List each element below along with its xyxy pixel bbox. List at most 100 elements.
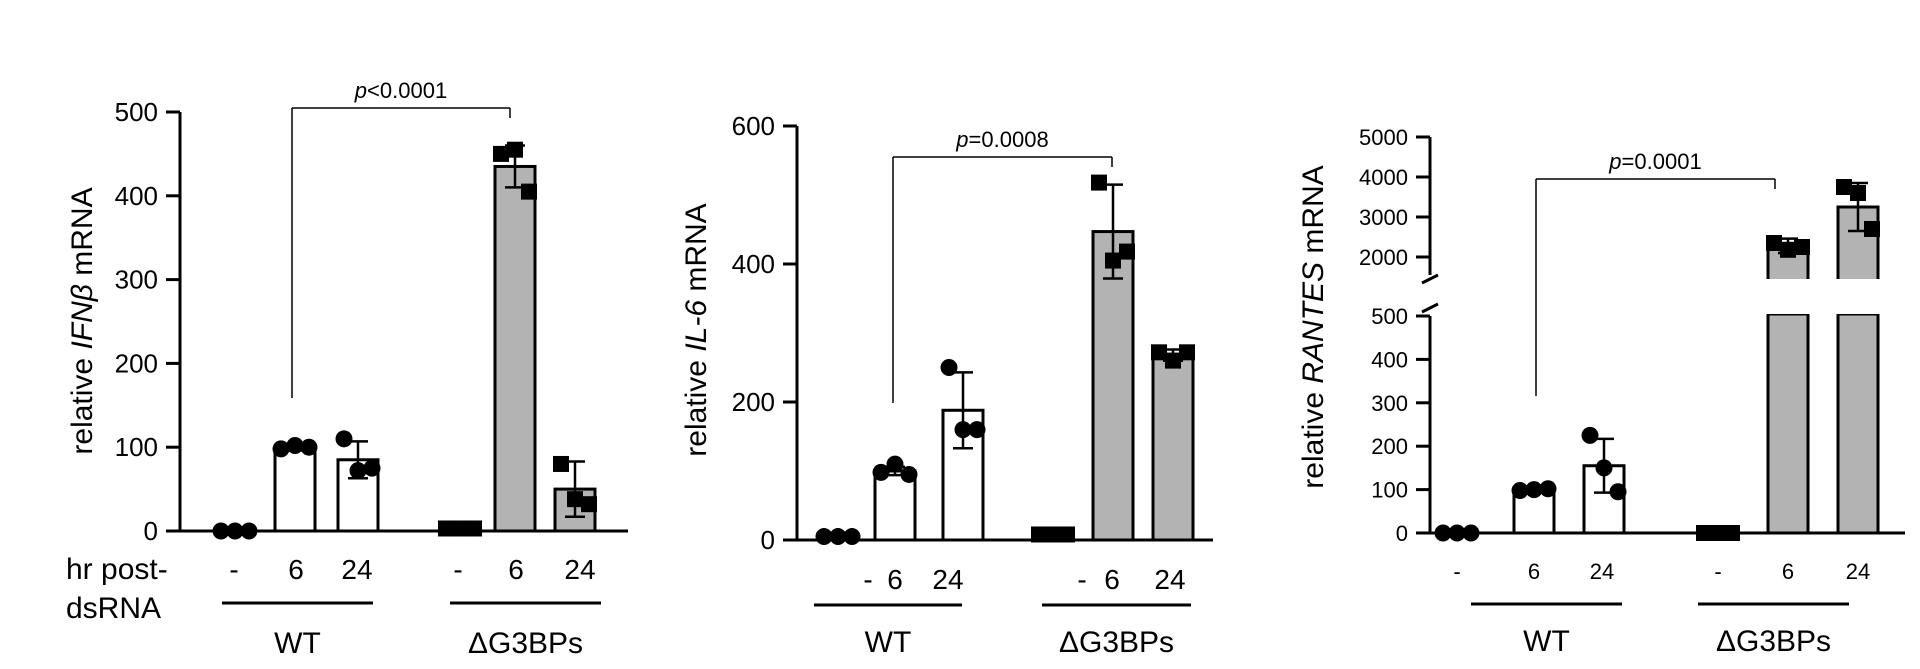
group-label: ΔG3BPs — [468, 627, 583, 660]
data-point — [1179, 344, 1195, 361]
x-category-label: - — [453, 554, 462, 585]
p-value-symbol: p — [1608, 149, 1621, 174]
y-tick-label: 400 — [115, 181, 158, 211]
y-tick-label: 5000 — [1359, 125, 1408, 150]
x-category-label: 6 — [1104, 564, 1120, 595]
data-point — [1766, 235, 1782, 251]
y-tick-label: 0 — [144, 516, 158, 546]
x-category-label: - — [1714, 559, 1721, 584]
data-point — [829, 528, 847, 546]
y-axis-label-suffix: mRNA — [1297, 165, 1330, 262]
x-category-label: 6 — [288, 554, 304, 585]
data-point — [493, 145, 509, 162]
data-point — [567, 491, 583, 508]
x-category-label: 6 — [1782, 559, 1794, 584]
data-point — [1696, 525, 1712, 541]
bar-break-gap — [1836, 279, 1880, 314]
y-tick-label: 500 — [1371, 304, 1408, 329]
data-point — [1448, 524, 1466, 542]
y-tick-label: 200 — [115, 348, 158, 378]
y-tick-label: 4000 — [1359, 165, 1408, 190]
x-category-label: 24 — [1154, 564, 1185, 595]
data-point — [452, 520, 468, 537]
bar-break-gap — [1766, 279, 1810, 314]
y-tick-label: 600 — [732, 111, 775, 141]
row-label-line-1: hr post- — [66, 553, 168, 586]
y-axis-label: relative IFNβ mRNA — [66, 187, 99, 454]
data-point — [843, 528, 861, 546]
y-tick-label: 400 — [1371, 347, 1408, 372]
data-point — [872, 463, 890, 481]
data-point — [466, 520, 482, 537]
data-point — [581, 496, 597, 513]
y-axis-label: relative IL-6 mRNA — [680, 203, 713, 456]
data-point — [968, 421, 986, 439]
group-label: ΔG3BPs — [1716, 625, 1831, 658]
y-axis-label: relative RANTES mRNA — [1297, 165, 1330, 488]
data-point — [954, 421, 972, 439]
data-point — [363, 459, 381, 477]
x-category-label: 6 — [508, 554, 524, 585]
data-point — [300, 438, 318, 456]
data-point — [1609, 483, 1627, 501]
data-point — [886, 455, 904, 473]
bar — [493, 164, 537, 533]
y-tick-label: 500 — [115, 97, 158, 127]
data-point — [226, 522, 244, 540]
chart-panel-1: 0 100 200 300 400 500 - 6 24 - 6 24 WT ΔG3BPs p<0.0001… — [66, 78, 628, 660]
p-value-symbol: p — [955, 127, 968, 152]
data-point — [553, 455, 569, 472]
data-point — [1780, 241, 1796, 258]
x-category-label: - — [863, 564, 872, 595]
data-point — [900, 465, 918, 483]
data-point — [1059, 526, 1075, 543]
y-tick-label: 100 — [115, 432, 158, 462]
p-value-number: =0.0008 — [969, 127, 1049, 152]
data-point — [1511, 481, 1529, 499]
y-axis-label-prefix: relative — [680, 352, 713, 457]
y-tick-label: 400 — [732, 249, 775, 279]
y-tick-label: 3000 — [1359, 205, 1408, 230]
data-point — [815, 528, 833, 546]
p-value-label: p=0.0001 — [1608, 149, 1701, 174]
y-tick-label: 200 — [1371, 434, 1408, 459]
data-point — [1836, 179, 1852, 195]
row-label-line-2: dsRNA — [66, 592, 161, 625]
bar — [273, 445, 317, 533]
group-label: WT — [274, 627, 321, 660]
y-tick-label: 0 — [1396, 521, 1408, 546]
data-point — [521, 183, 537, 200]
data-point — [286, 437, 304, 455]
data-point — [1539, 480, 1557, 498]
data-point — [507, 141, 523, 158]
bar — [1836, 312, 1880, 535]
x-category-label: 24 — [341, 554, 372, 585]
data-point — [1794, 239, 1810, 255]
y-tick-label: 2000 — [1359, 245, 1408, 270]
y-axis-label-suffix: mRNA — [680, 203, 713, 300]
p-value-label: p<0.0001 — [354, 78, 447, 103]
x-category-label: - — [229, 554, 238, 585]
p-value-number: =0.0001 — [1622, 149, 1702, 174]
data-point — [335, 430, 353, 448]
y-tick-label: 0 — [761, 525, 775, 555]
data-point — [1031, 526, 1047, 543]
x-category-label: 24 — [1846, 559, 1870, 584]
y-axis-label-prefix: relative — [1297, 384, 1330, 489]
group-label: WT — [1523, 625, 1570, 658]
data-point — [1091, 174, 1107, 191]
group-label: ΔG3BPs — [1059, 626, 1174, 659]
data-point — [1710, 525, 1726, 541]
y-axis-label-suffix: mRNA — [66, 187, 99, 284]
y-tick-label: 200 — [732, 387, 775, 417]
data-point — [349, 462, 367, 480]
x-category-label: 24 — [564, 554, 595, 585]
bar — [1151, 353, 1195, 542]
y-axis-label-gene: RANTES — [1297, 262, 1330, 384]
x-category-label: 6 — [1528, 559, 1540, 584]
x-category-label: - — [1453, 559, 1460, 584]
x-category-label: - — [1077, 564, 1086, 595]
x-category-label: 6 — [887, 564, 903, 595]
data-point — [1045, 526, 1061, 543]
